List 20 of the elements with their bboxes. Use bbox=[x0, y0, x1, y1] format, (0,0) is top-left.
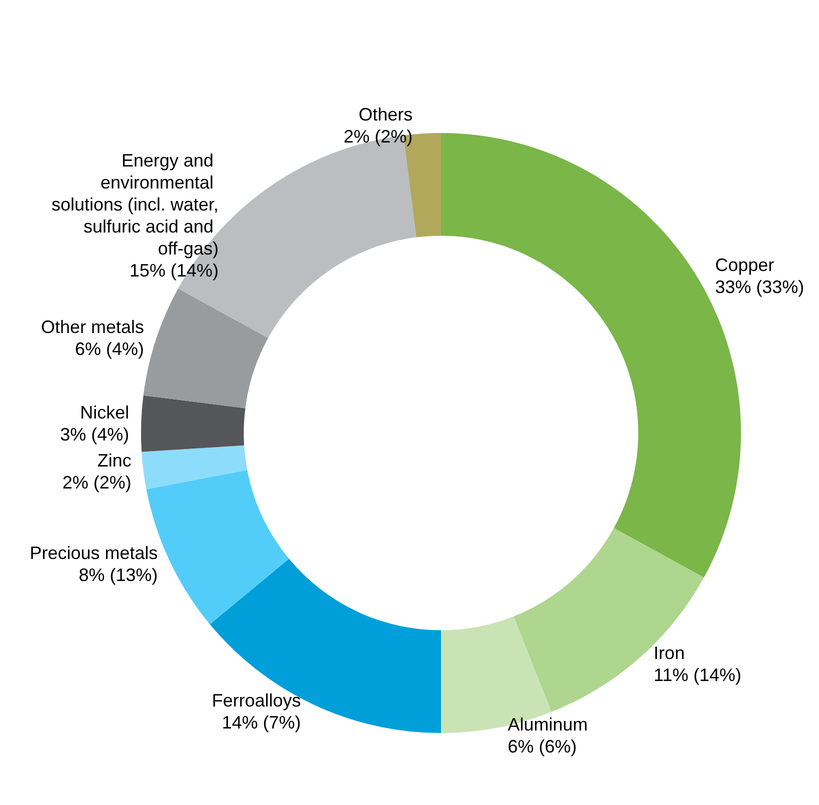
slice-label: Iron bbox=[654, 643, 685, 664]
data-label: 2% (2%) bbox=[344, 126, 413, 147]
data-label: 3% (4%) bbox=[60, 424, 130, 444]
data-label: 33% (33%) bbox=[715, 277, 804, 298]
slice-label: Others bbox=[358, 104, 413, 125]
slice-label: Nickel bbox=[80, 402, 130, 422]
slice-label: Other metals bbox=[40, 316, 144, 337]
data-label: 6% (4%) bbox=[75, 338, 144, 359]
data-label: 14% (7%) bbox=[222, 712, 301, 733]
slice-label: Ferroalloys bbox=[212, 690, 301, 711]
data-label: 11% (14%) bbox=[654, 665, 742, 686]
slice-label: Copper bbox=[715, 255, 774, 276]
data-label: 8% (13%) bbox=[78, 565, 158, 586]
slice-label: Aluminum bbox=[508, 714, 588, 735]
data-label: 6% (6%) bbox=[508, 736, 577, 757]
data-label: 2% (2%) bbox=[62, 472, 132, 493]
data-label: 15% (14%) bbox=[130, 260, 219, 281]
slice-label: Precious metals bbox=[30, 543, 158, 564]
slice-label: Energy and environmental solutions (incl. water, sulfuric acid and off-gas) bbox=[51, 150, 219, 259]
slice-label: Zinc bbox=[97, 450, 132, 471]
